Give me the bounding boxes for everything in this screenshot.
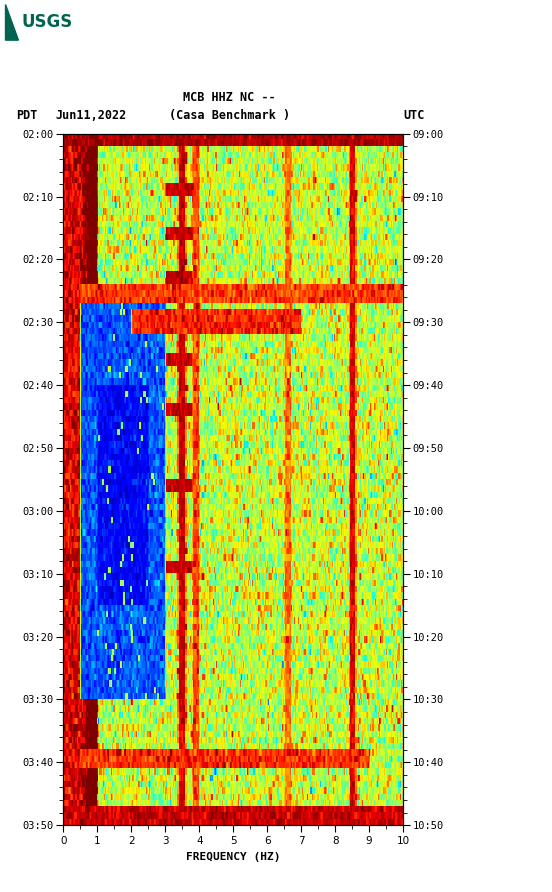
Polygon shape	[6, 4, 18, 40]
Text: UTC: UTC	[403, 109, 424, 122]
Text: (Casa Benchmark ): (Casa Benchmark )	[168, 109, 290, 122]
Text: PDT: PDT	[17, 109, 38, 122]
Text: MCB HHZ NC --: MCB HHZ NC --	[183, 91, 275, 104]
Text: Jun11,2022: Jun11,2022	[55, 109, 126, 122]
Text: USGS: USGS	[22, 13, 72, 31]
X-axis label: FREQUENCY (HZ): FREQUENCY (HZ)	[186, 852, 280, 862]
